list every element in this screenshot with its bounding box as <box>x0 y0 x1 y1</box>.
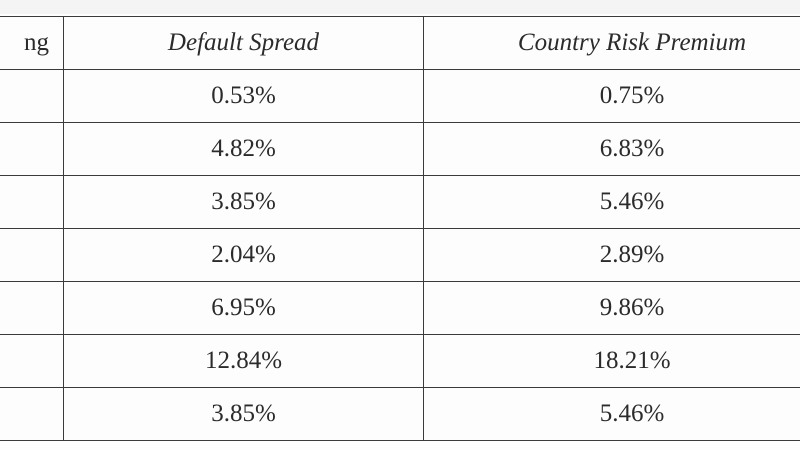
table-row: 3.85% 5.46% <box>0 387 800 441</box>
crp-cell: 6.83% <box>423 122 800 176</box>
country-risk-table: ng Default Spread Country Risk Premium 0… <box>0 16 800 441</box>
table-container: ng Default Spread Country Risk Premium 0… <box>0 16 800 441</box>
crp-cell: 5.46% <box>423 175 800 229</box>
crp-cell: 2.89% <box>423 228 800 282</box>
rating-cell <box>0 228 64 282</box>
header-country-risk-premium: Country Risk Premium <box>423 16 800 70</box>
rating-cell <box>0 281 64 335</box>
top-margin <box>0 0 800 14</box>
table-row: 12.84% 18.21% <box>0 334 800 388</box>
default-spread-cell: 3.85% <box>63 175 424 229</box>
table-row: 3.85% 5.46% <box>0 175 800 229</box>
default-spread-cell: 6.95% <box>63 281 424 335</box>
crp-cell: 9.86% <box>423 281 800 335</box>
rating-cell <box>0 122 64 176</box>
default-spread-cell: 4.82% <box>63 122 424 176</box>
table-row: 0.53% 0.75% <box>0 69 800 123</box>
default-spread-cell: 3.85% <box>63 387 424 441</box>
header-row: ng Default Spread Country Risk Premium <box>0 16 800 70</box>
header-rating: ng <box>0 16 64 70</box>
default-spread-cell: 12.84% <box>63 334 424 388</box>
table-row: 6.95% 9.86% <box>0 281 800 335</box>
rating-cell <box>0 175 64 229</box>
default-spread-cell: 2.04% <box>63 228 424 282</box>
table-row: 2.04% 2.89% <box>0 228 800 282</box>
crp-cell: 18.21% <box>423 334 800 388</box>
rating-cell <box>0 334 64 388</box>
crp-cell: 0.75% <box>423 69 800 123</box>
crp-cell: 5.46% <box>423 387 800 441</box>
header-default-spread: Default Spread <box>63 16 424 70</box>
table-row: 4.82% 6.83% <box>0 122 800 176</box>
rating-cell <box>0 69 64 123</box>
default-spread-cell: 0.53% <box>63 69 424 123</box>
rating-cell <box>0 387 64 441</box>
